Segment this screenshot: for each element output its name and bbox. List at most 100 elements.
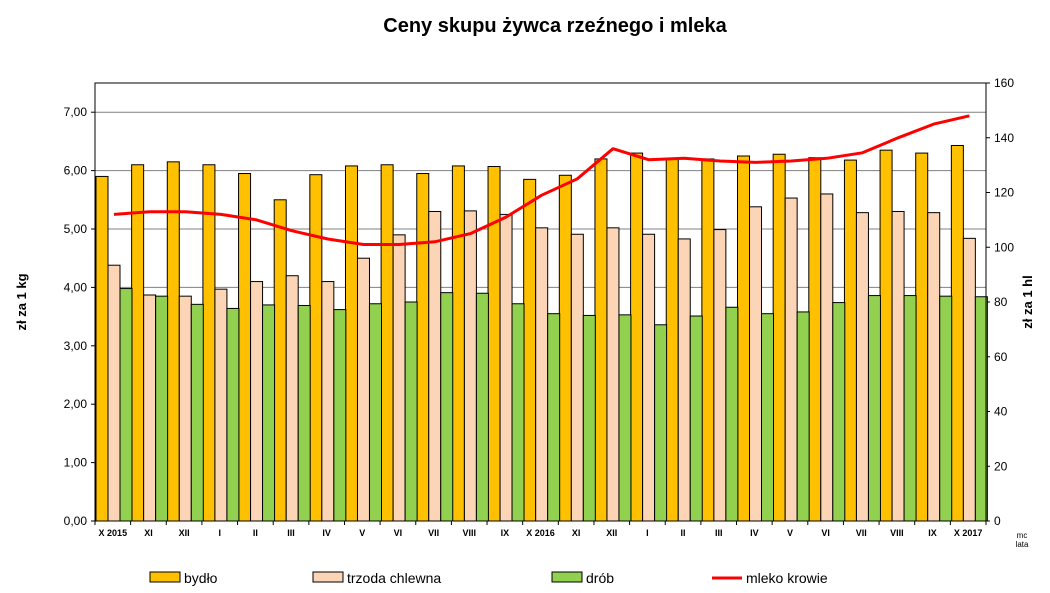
bar-drob: [226, 307, 240, 522]
y-tick-label-right: 160: [994, 76, 1014, 90]
bar-drob: [440, 292, 454, 522]
bar-trzoda-chlewna: [855, 212, 869, 522]
x-tick-label: III: [287, 528, 295, 538]
bar-bydlo: [166, 161, 180, 522]
bar-drob: [511, 303, 525, 522]
bar-drob: [832, 302, 846, 522]
legend-item-trzoda-chlewna: trzoda chlewna: [347, 570, 441, 586]
bar-trzoda-chlewna: [143, 294, 157, 522]
bar-trzoda-chlewna: [820, 193, 834, 522]
bar-trzoda-chlewna: [250, 281, 264, 522]
x-tick-label: V: [359, 528, 365, 538]
x-axis-unit-top: mc: [1017, 531, 1028, 540]
y-tick-label-left: 6,00: [64, 164, 88, 178]
bar-drob: [939, 295, 953, 522]
bar-trzoda-chlewna: [214, 288, 228, 522]
bar-trzoda-chlewna: [891, 210, 905, 522]
x-tick-label: IV: [322, 528, 331, 538]
legend: bydło trzoda chlewna drób mleko krowie: [149, 570, 828, 586]
x-tick-label: X 2017: [954, 528, 983, 538]
x-tick-label: VIII: [890, 528, 904, 538]
bar-drob: [262, 304, 276, 522]
bar-trzoda-chlewna: [356, 257, 370, 522]
bar-bydlo: [131, 164, 145, 522]
y-tick-label-left: 2,00: [64, 397, 88, 411]
bar-drob: [297, 305, 311, 522]
bar-drob: [618, 314, 632, 522]
bar-trzoda-chlewna: [178, 295, 192, 522]
x-tick-label: IX: [501, 528, 510, 538]
y-tick-label-right: 0: [994, 514, 1001, 528]
bar-trzoda-chlewna: [927, 212, 941, 522]
legend-item-mleko-krowie: mleko krowie: [746, 570, 828, 586]
x-tick-label: IX: [928, 528, 937, 538]
bar-drob: [867, 295, 881, 522]
bar-trzoda-chlewna: [642, 233, 656, 522]
bar-bydlo: [737, 155, 751, 522]
bar-bydlo: [772, 153, 786, 522]
bar-bydlo: [843, 159, 857, 522]
y-tick-label-right: 20: [994, 459, 1008, 473]
x-tick-label: II: [681, 528, 686, 538]
bar-drob: [475, 292, 489, 522]
x-tick-label: XII: [179, 528, 190, 538]
bar-drob: [404, 301, 418, 522]
bar-trzoda-chlewna: [428, 210, 442, 522]
bar-bydlo: [238, 173, 252, 522]
bar-trzoda-chlewna: [499, 213, 513, 522]
bar-bydlo: [451, 165, 465, 522]
bar-drob: [368, 303, 382, 522]
bar-bydlo: [630, 152, 644, 522]
bar-bydlo: [701, 158, 715, 522]
y-axis-right-label: zł za 1 hl: [1020, 275, 1035, 328]
bar-bydlo: [273, 199, 287, 522]
bar-drob: [547, 313, 561, 522]
y-tick-label-right: 140: [994, 131, 1014, 145]
bar-drob: [689, 315, 703, 522]
bar-drob: [119, 288, 133, 522]
bar-drob: [582, 314, 596, 522]
bar-bydlo: [808, 157, 822, 522]
y-tick-label-right: 80: [994, 295, 1008, 309]
bar-bydlo: [416, 173, 430, 522]
bar-drob: [155, 295, 169, 522]
bar-bydlo: [344, 165, 358, 522]
x-tick-label: XII: [606, 528, 617, 538]
x-tick-label: IV: [750, 528, 759, 538]
bar-drob: [654, 324, 668, 522]
y-tick-label-left: 1,00: [64, 456, 88, 470]
bar-trzoda-chlewna: [535, 227, 549, 522]
x-tick-label: III: [715, 528, 723, 538]
legend-item-bydlo-swatch: [149, 571, 181, 583]
x-tick-label: XI: [572, 528, 581, 538]
bar-bydlo: [915, 152, 929, 522]
bar-bydlo: [594, 158, 608, 522]
y-tick-label-left: 7,00: [64, 105, 88, 119]
x-tick-label: X 2015: [99, 528, 128, 538]
legend-item-trzoda-chlewna-swatch: [312, 571, 344, 583]
bar-drob: [796, 311, 810, 522]
bar-drob: [761, 313, 775, 522]
x-axis-unit-bottom: lata: [1016, 540, 1029, 549]
bar-bydlo: [950, 144, 964, 522]
y-tick-label-left: 4,00: [64, 280, 88, 294]
bar-trzoda-chlewna: [606, 227, 620, 522]
bar-drob: [333, 309, 347, 522]
x-tick-label: VI: [821, 528, 830, 538]
plot-frame: [94, 82, 987, 522]
bar-trzoda-chlewna: [392, 234, 406, 522]
legend-item-drob-swatch: [551, 571, 583, 583]
y-tick-label-left: 3,00: [64, 339, 88, 353]
bar-bydlo: [95, 175, 109, 522]
y-axis-left-label: zł za 1 kg: [14, 273, 29, 330]
chart-title: Ceny skupu żywca rzeźnego i mleka: [383, 15, 727, 37]
bar-trzoda-chlewna: [321, 281, 335, 522]
bar-drob: [903, 295, 917, 522]
y-tick-label-right: 100: [994, 240, 1014, 254]
y-tick-label-right: 60: [994, 350, 1008, 364]
x-tick-label: V: [787, 528, 793, 538]
x-tick-label: VI: [394, 528, 403, 538]
x-tick-label: VII: [856, 528, 867, 538]
bar-trzoda-chlewna: [962, 237, 976, 522]
